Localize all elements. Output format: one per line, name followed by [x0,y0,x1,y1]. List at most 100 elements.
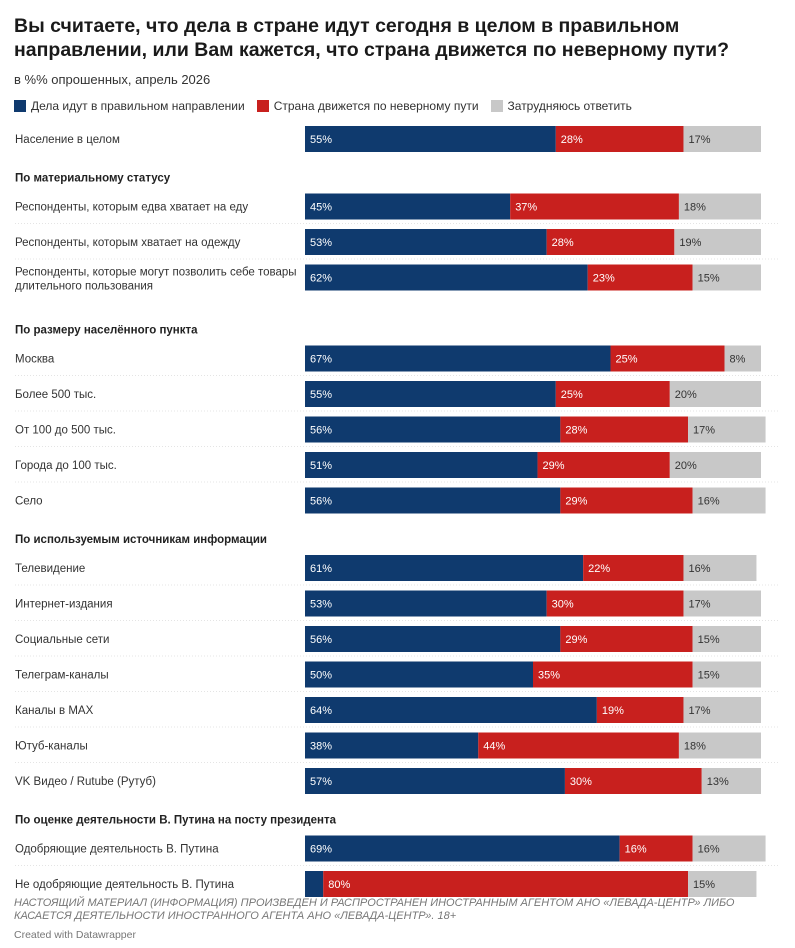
bar-wrong [546,590,684,617]
row-label: Интернет-издания [15,599,113,611]
bar-wrong [546,229,675,255]
bar-unsure [692,626,761,652]
value-label-unsure: 18% [684,741,706,753]
legend-item-right: Дела идут в правильном направлении [14,99,245,113]
value-label-right: 62% [310,273,332,285]
row-label: Село [15,496,43,508]
legend-swatch-wrong [256,100,269,112]
group-header: По размеру населённого пункта [15,325,198,337]
value-label-wrong: 29% [565,634,587,646]
bar-wrong [478,732,679,759]
bar-right [305,487,561,514]
row-label: Одобряющие деятельность В. Путина [15,844,219,856]
value-label-unsure: 17% [688,705,710,717]
bar-unsure [669,452,761,478]
chart-title: Вы считаете, что дела в стране идут сего… [14,15,730,61]
bar-right [305,264,588,291]
legend-label-wrong: Страна движется по неверному пути [273,99,479,113]
value-label-wrong: 28% [552,237,574,249]
bar-wrong [560,416,689,443]
bar-wrong [510,193,679,220]
bar-unsure [678,193,761,220]
bar-right [305,126,556,152]
bar-right [305,768,565,794]
value-label-right: 50% [310,670,332,682]
value-label-wrong: 44% [483,741,505,753]
bar-wrong [587,264,693,291]
bar-right [305,871,324,897]
value-label-right: 45% [310,202,332,214]
bar-right [305,193,511,220]
bar-unsure [692,835,766,862]
bar-unsure [683,555,757,581]
bar-unsure [692,661,761,688]
legend: Дела идут в правильном направлении Стран… [14,99,632,113]
bar-wrong [537,452,670,478]
bar-wrong [583,555,684,581]
legend-label-unsure: Затрудняюсь ответить [507,99,632,113]
value-label-wrong: 37% [515,202,537,214]
bar-wrong [596,697,684,723]
row-label: Социальные сети [15,634,109,646]
legend-item-unsure: Затрудняюсь ответить [490,99,632,113]
bar-right [305,835,620,862]
value-label-wrong: 23% [593,273,615,285]
value-label-wrong: 22% [588,563,610,575]
footer-note: Настоящий материал (информация) произвед… [14,897,735,922]
value-label-wrong: 30% [552,599,574,611]
value-label-wrong: 29% [565,496,587,508]
value-label-unsure: 18% [684,202,706,214]
row-label: Каналы в MAX [15,705,94,717]
group-header: По оценке деятельности В. Путина на пост… [15,815,337,827]
value-label-wrong: 80% [328,879,350,891]
bar-right [305,590,547,617]
bar-unsure [683,697,761,723]
value-label-unsure: 16% [698,844,720,856]
bar-unsure [701,768,761,794]
bar-unsure [683,590,761,617]
value-label-right: 51% [310,460,332,472]
value-label-right: 56% [310,425,332,437]
value-label-right: 53% [310,599,332,611]
value-label-right: 38% [310,741,332,753]
legend-label-right: Дела идут в правильном направлении [31,99,245,113]
bar-wrong [555,126,684,152]
chart-subtitle: в %% опрошенных, апрель 2026 [14,72,211,87]
bar-right [305,697,597,723]
legend-item-wrong: Страна движется по неверному пути [256,99,479,113]
bar-unsure [678,732,761,759]
value-label-wrong: 16% [625,844,647,856]
value-label-wrong: 29% [543,460,565,472]
bar-wrong [560,487,693,514]
value-label-unsure: 16% [698,496,720,508]
bar-right [305,661,533,688]
bar-unsure [674,229,761,255]
row-label: Города до 100 тыс. [15,460,117,472]
row-label: Более 500 тыс. [15,389,96,401]
value-label-unsure: 16% [688,563,710,575]
row-label: Ютуб-каналы [15,741,88,753]
value-label-right: 55% [310,134,332,146]
value-label-unsure: 17% [688,599,710,611]
bar-right [305,626,561,652]
bar-unsure [724,345,761,372]
row-label: VK Видео / Rutube (Рутуб) [15,776,156,788]
bar-wrong [560,626,693,652]
bar-right [305,555,584,581]
bar-right [305,345,611,372]
row-label: Респонденты, которым едва хватает на еду [15,202,248,214]
value-label-unsure: 20% [675,460,697,472]
value-label-wrong: 25% [561,389,583,401]
value-label-unsure: 8% [730,354,746,366]
value-label-unsure: 17% [688,134,710,146]
value-label-wrong: 25% [616,354,638,366]
bar-right [305,229,547,255]
legend-swatch-right [14,100,26,112]
value-label-wrong: 19% [602,705,624,717]
bar-unsure [669,381,761,407]
value-label-right: 55% [310,389,332,401]
bar-wrong [564,768,702,794]
row-label: Телеграм-каналы [15,670,109,682]
bar-right [305,381,556,407]
